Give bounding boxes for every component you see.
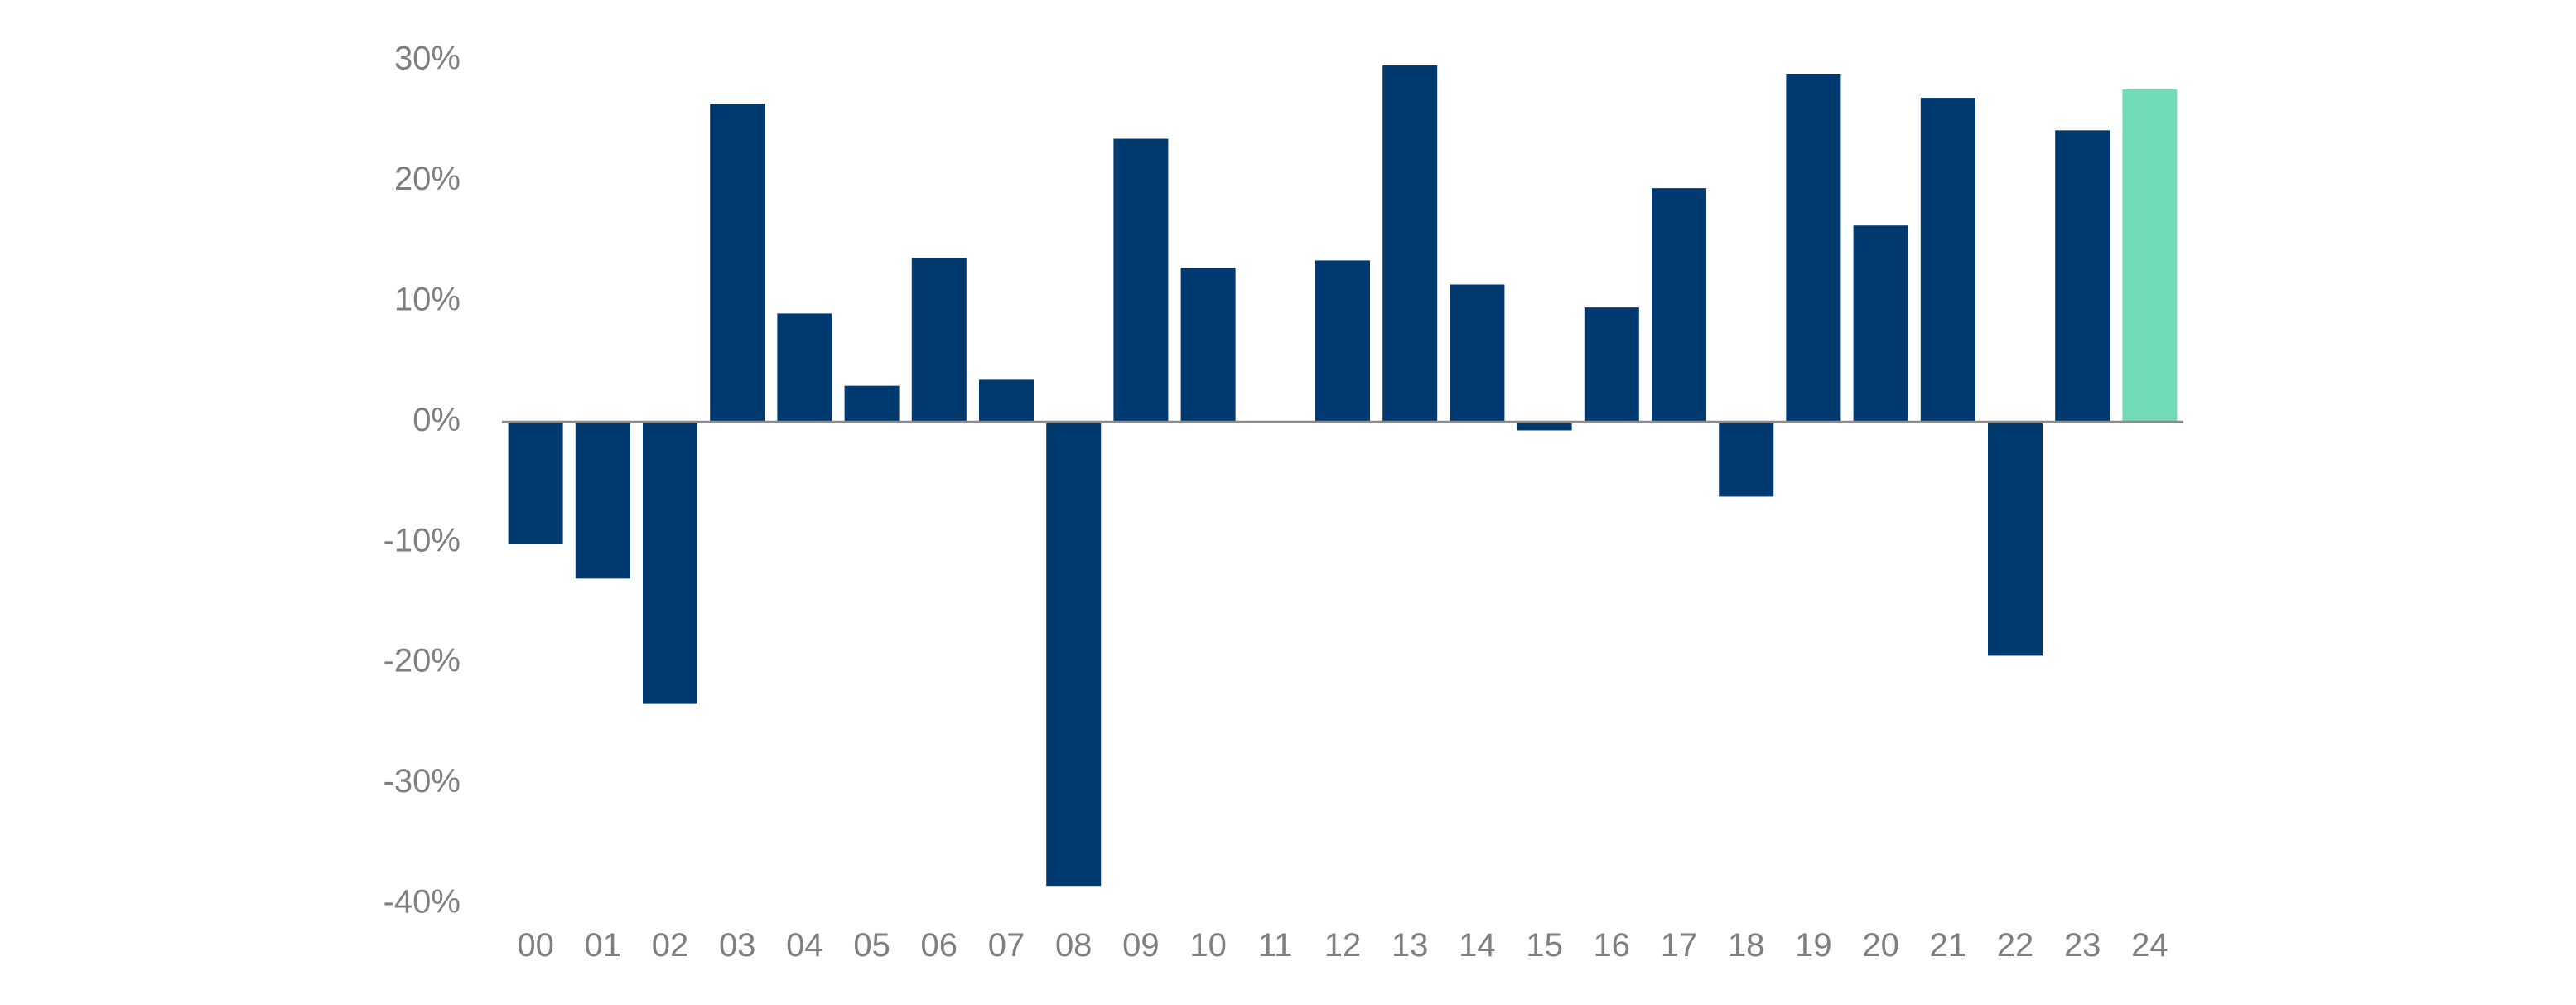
- bar-07: [979, 379, 1034, 423]
- bar-19: [1786, 73, 1841, 423]
- bar-20: [1853, 225, 1908, 423]
- x-tick-label: 09: [1122, 927, 1160, 964]
- bar-17: [1652, 188, 1706, 423]
- bar-13: [1382, 65, 1438, 423]
- x-tick-label: 11: [1258, 927, 1293, 964]
- x-tick-label: 01: [585, 927, 622, 964]
- x-tick-label: 06: [921, 927, 958, 964]
- x-tick-label: 00: [517, 927, 554, 964]
- x-tick-label: 22: [1997, 927, 2034, 964]
- x-tick-label: 18: [1728, 927, 1765, 964]
- x-tick-label: 21: [1930, 927, 1967, 964]
- x-tick-label: 10: [1189, 927, 1227, 964]
- y-tick-label: -30%: [384, 763, 461, 800]
- y-tick-label: -20%: [384, 643, 461, 679]
- bar-24: [2122, 89, 2178, 423]
- bar-15: [1517, 422, 1572, 431]
- x-tick-label: 04: [786, 927, 823, 964]
- y-tick-label: 0%: [412, 402, 461, 438]
- x-tick-label: 20: [1862, 927, 1899, 964]
- y-tick-label: 20%: [394, 161, 461, 197]
- bar-00: [508, 422, 563, 544]
- bar-16: [1584, 307, 1639, 423]
- x-tick-label: 16: [1594, 927, 1631, 964]
- bar-10: [1180, 268, 1236, 423]
- bar-06: [911, 258, 967, 423]
- y-tick-label: 10%: [394, 281, 461, 317]
- bar-12: [1315, 260, 1370, 423]
- x-tick-label: 02: [652, 927, 689, 964]
- x-tick-label: 17: [1661, 927, 1698, 964]
- x-axis-tick-labels: 00 01 02 03 04 05 06 07 08 09 10 11 12 13 14 15 16 17 18 19…: [517, 927, 2168, 964]
- bar-09: [1113, 138, 1169, 423]
- x-tick-label: 08: [1055, 927, 1093, 964]
- bar-02: [643, 422, 697, 704]
- y-axis-tick-labels: 30% 20% 10% 0% -10% -20% -30% -40%: [384, 41, 461, 920]
- x-tick-label: 14: [1459, 927, 1496, 964]
- bar-03: [710, 104, 765, 423]
- bar-08: [1046, 422, 1102, 887]
- x-tick-label: 05: [853, 927, 890, 964]
- y-tick-label: -10%: [384, 522, 461, 558]
- x-tick-label: 12: [1324, 927, 1362, 964]
- bar-18: [1719, 422, 1774, 497]
- x-tick-label: 07: [988, 927, 1025, 964]
- x-tick-label: 23: [2064, 927, 2101, 964]
- x-tick-label: 13: [1392, 927, 1429, 964]
- y-tick-label: -40%: [384, 884, 461, 920]
- bar-23: [2055, 130, 2110, 423]
- y-tick-label: 30%: [394, 41, 461, 77]
- bar-01: [575, 422, 630, 579]
- bar-22: [1988, 422, 2043, 656]
- x-tick-label: 03: [719, 927, 756, 964]
- x-tick-label: 24: [2131, 927, 2168, 964]
- bars: [508, 65, 2178, 887]
- bar-14: [1450, 284, 1505, 423]
- bar-04: [777, 313, 832, 423]
- x-tick-label: 19: [1795, 927, 1832, 964]
- x-tick-label: 15: [1526, 927, 1563, 964]
- bar-21: [1920, 98, 1975, 423]
- bar-05: [844, 385, 900, 423]
